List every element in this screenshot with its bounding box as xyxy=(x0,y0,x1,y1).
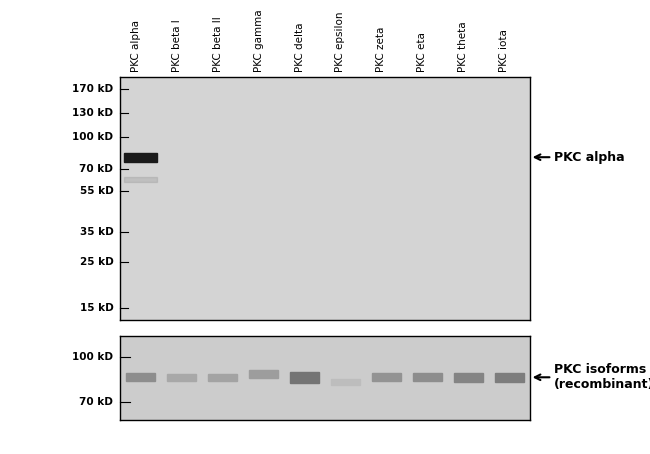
Text: 55 kD: 55 kD xyxy=(79,186,113,196)
Text: PKC isoforms
(recombinant): PKC isoforms (recombinant) xyxy=(554,363,650,391)
Text: PKC gamma: PKC gamma xyxy=(254,10,264,72)
Bar xyxy=(124,177,157,182)
Text: PKC alpha: PKC alpha xyxy=(131,20,140,72)
Text: PKC eta: PKC eta xyxy=(417,32,428,72)
Text: PKC beta II: PKC beta II xyxy=(213,17,222,72)
Text: 100 kD: 100 kD xyxy=(72,351,113,361)
Text: 170 kD: 170 kD xyxy=(72,84,113,94)
Text: PKC zeta: PKC zeta xyxy=(376,27,386,72)
Text: 130 kD: 130 kD xyxy=(72,109,113,118)
Bar xyxy=(413,373,442,381)
Text: 70 kD: 70 kD xyxy=(79,164,113,174)
Bar xyxy=(126,373,155,381)
Bar xyxy=(495,373,524,382)
Text: PKC iota: PKC iota xyxy=(499,30,510,72)
Text: PKC theta: PKC theta xyxy=(458,22,468,72)
Bar xyxy=(290,372,319,383)
Text: 35 kD: 35 kD xyxy=(79,227,113,237)
Text: 100 kD: 100 kD xyxy=(72,132,113,142)
Text: 15 kD: 15 kD xyxy=(79,303,113,313)
Text: PKC delta: PKC delta xyxy=(294,23,304,72)
Text: PKC epsilon: PKC epsilon xyxy=(335,12,346,72)
Bar xyxy=(372,373,401,381)
Text: 25 kD: 25 kD xyxy=(79,257,113,267)
Text: 70 kD: 70 kD xyxy=(79,397,113,407)
Text: PKC beta I: PKC beta I xyxy=(172,20,182,72)
Bar xyxy=(249,370,278,378)
Text: PKC alpha: PKC alpha xyxy=(554,151,625,164)
Bar xyxy=(454,373,483,382)
Bar xyxy=(124,153,157,162)
Bar xyxy=(167,374,196,380)
Bar xyxy=(208,374,237,380)
Bar xyxy=(331,379,360,385)
